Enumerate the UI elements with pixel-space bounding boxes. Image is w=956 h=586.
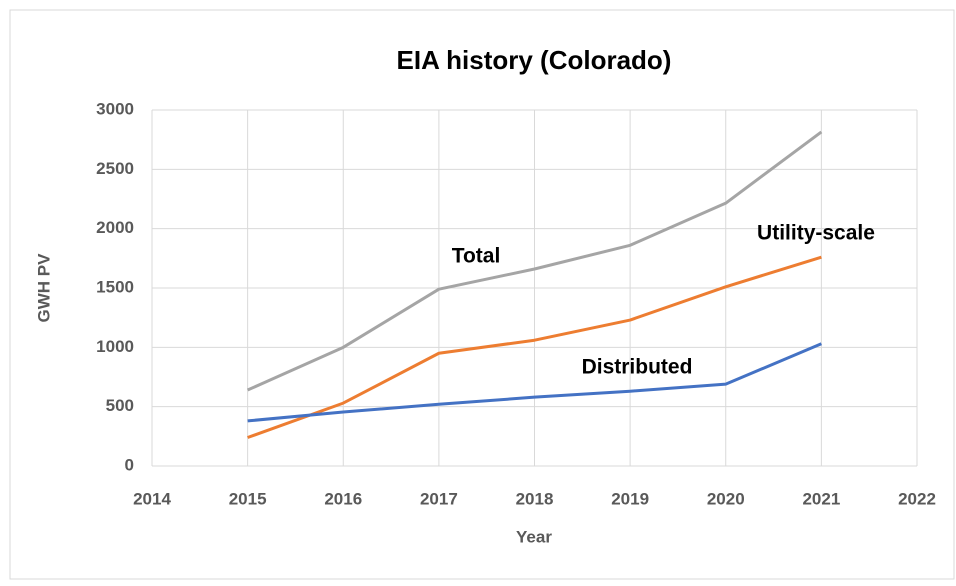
- x-tick-label: 2021: [802, 489, 840, 508]
- chart-title: EIA history (Colorado): [397, 45, 672, 75]
- x-tick-label: 2014: [133, 489, 171, 508]
- x-tick-label: 2015: [229, 489, 267, 508]
- y-tick-label: 500: [106, 396, 134, 415]
- series-line: [247, 130, 823, 392]
- x-tick-label: 2022: [898, 489, 936, 508]
- x-axis-label: Year: [516, 527, 552, 546]
- y-tick-label: 0: [125, 455, 134, 474]
- x-tick-label: 2016: [324, 489, 362, 508]
- series-line: [247, 255, 822, 439]
- chart-frame: [9, 9, 955, 580]
- y-tick-label: 2000: [96, 218, 134, 237]
- y-tick-label: 3000: [96, 99, 134, 118]
- y-axis-label: GWH PV: [34, 253, 53, 323]
- x-tick-label: 2019: [611, 489, 649, 508]
- y-tick-label: 1500: [96, 277, 134, 296]
- series-label: Utility-scale: [757, 222, 875, 245]
- x-tick-label: 2018: [516, 489, 554, 508]
- series-label: Total: [452, 245, 501, 268]
- y-tick-label: 2500: [96, 159, 134, 178]
- x-tick-label: 2020: [707, 489, 745, 508]
- y-tick-label: 1000: [96, 337, 134, 356]
- series-line: [247, 342, 822, 423]
- x-tick-label: 2017: [420, 489, 458, 508]
- series-label: Distributed: [582, 356, 693, 379]
